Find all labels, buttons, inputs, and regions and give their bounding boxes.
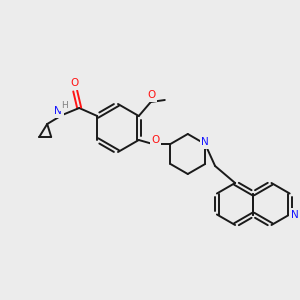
Text: O: O	[152, 135, 160, 145]
Text: H: H	[61, 100, 68, 109]
Text: N: N	[201, 137, 209, 147]
Text: N: N	[291, 209, 298, 220]
Text: N: N	[54, 106, 62, 116]
Text: O: O	[70, 78, 78, 88]
Text: O: O	[148, 90, 156, 100]
